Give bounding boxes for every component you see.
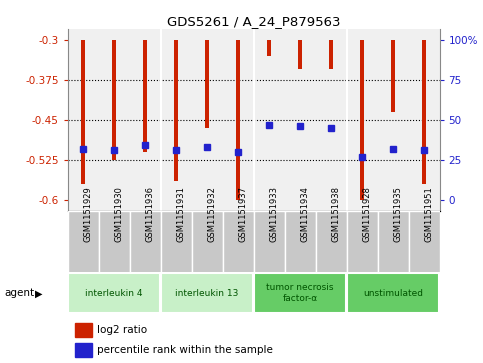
- Bar: [68, 273, 160, 313]
- Title: GDS5261 / A_24_P879563: GDS5261 / A_24_P879563: [167, 15, 341, 28]
- Bar: [378, 211, 409, 274]
- Bar: [143, 40, 147, 152]
- Bar: [254, 273, 346, 313]
- Text: unstimulated: unstimulated: [363, 289, 423, 298]
- Bar: [75, 323, 92, 338]
- Bar: [161, 211, 192, 274]
- Bar: [161, 273, 253, 313]
- Bar: [68, 211, 99, 274]
- Text: GSM1151936: GSM1151936: [145, 186, 154, 242]
- Bar: [298, 40, 302, 69]
- Text: ▶: ▶: [35, 288, 43, 298]
- Bar: [205, 40, 210, 128]
- Bar: [223, 211, 254, 274]
- Text: GSM1151951: GSM1151951: [424, 186, 433, 242]
- Bar: [112, 40, 116, 160]
- Bar: [129, 211, 161, 274]
- Bar: [409, 211, 440, 274]
- Bar: [329, 40, 333, 69]
- Text: GSM1151930: GSM1151930: [114, 186, 123, 242]
- Bar: [360, 40, 364, 200]
- Bar: [347, 211, 378, 274]
- Text: tumor necrosis
factor-α: tumor necrosis factor-α: [266, 284, 334, 303]
- Text: GSM1151933: GSM1151933: [269, 186, 278, 242]
- Bar: [99, 211, 129, 274]
- Text: agent: agent: [5, 288, 35, 298]
- Bar: [192, 211, 223, 274]
- Text: interleukin 13: interleukin 13: [175, 289, 239, 298]
- Bar: [174, 40, 178, 181]
- Bar: [267, 40, 271, 56]
- Bar: [315, 211, 347, 274]
- Text: log2 ratio: log2 ratio: [98, 325, 147, 335]
- Text: GSM1151938: GSM1151938: [331, 186, 340, 242]
- Text: GSM1151935: GSM1151935: [393, 186, 402, 242]
- Bar: [236, 40, 241, 200]
- Text: percentile rank within the sample: percentile rank within the sample: [98, 345, 273, 355]
- Text: GSM1151937: GSM1151937: [238, 186, 247, 242]
- Bar: [75, 343, 92, 357]
- Text: interleukin 4: interleukin 4: [85, 289, 143, 298]
- Text: GSM1151929: GSM1151929: [83, 186, 92, 242]
- Text: GSM1151928: GSM1151928: [362, 186, 371, 242]
- Bar: [422, 40, 426, 184]
- Text: GSM1151934: GSM1151934: [300, 186, 309, 242]
- Bar: [284, 211, 315, 274]
- Bar: [347, 273, 439, 313]
- Text: GSM1151931: GSM1151931: [176, 186, 185, 242]
- Bar: [254, 211, 284, 274]
- Bar: [391, 40, 396, 112]
- Bar: [81, 40, 85, 184]
- Text: GSM1151932: GSM1151932: [207, 186, 216, 242]
